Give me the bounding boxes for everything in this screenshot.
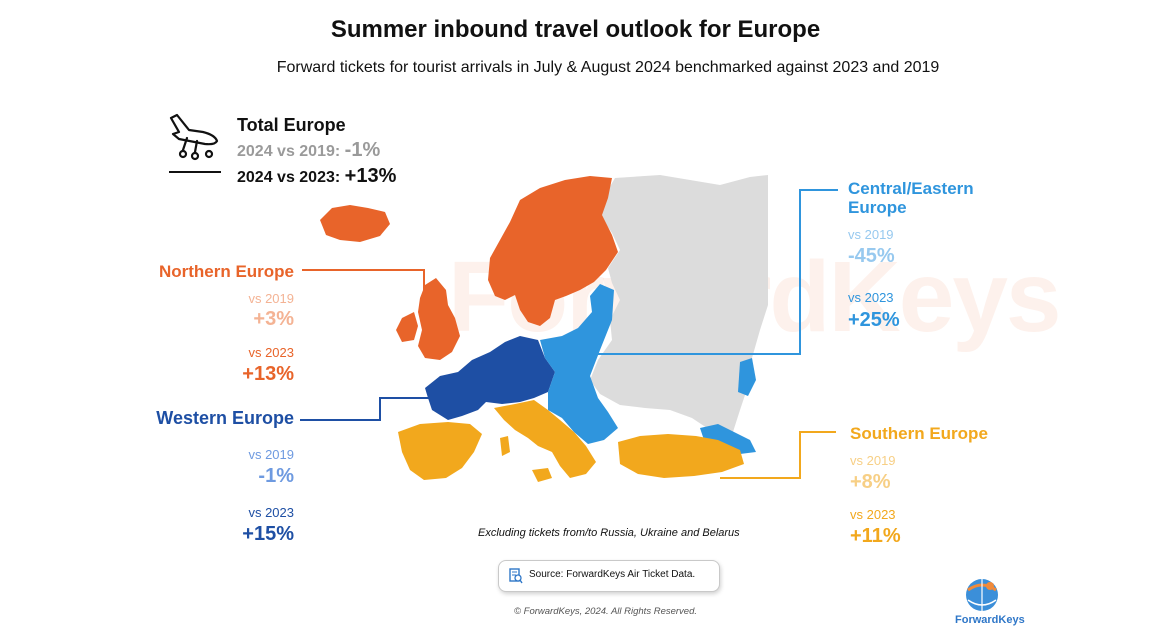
western-connector-line [300,397,430,421]
southern-europe-label: Southern Europe [850,424,988,443]
brand-logo-text: ForwardKeys [955,614,1025,626]
map-uk [418,278,460,360]
northern-vs2019-value: +3% [253,308,294,330]
central-vs2019-label: vs 2019 [848,227,894,242]
map-iceland [320,205,390,242]
page-subtitle: Forward tickets for tourist arrivals in … [276,59,940,76]
source-box: Source: ForwardKeys Air Ticket Data. [498,560,720,592]
southern-vs2019-label: vs 2019 [850,453,896,468]
western-vs2019-label: vs 2019 [248,447,294,462]
western-vs2023-value: +15% [242,523,294,545]
map-scandinavia [488,176,618,326]
total-vs2019-value: -1% [344,139,381,161]
map-turkey [618,434,744,478]
southern-vs2023-value: +11% [850,525,901,547]
northern-europe-label: Northern Europe [158,262,294,281]
map-cyprus-region [738,358,756,396]
southern-connector-line [720,431,836,479]
northern-connector-line [302,269,425,300]
total-vs2023-label: 2024 vs 2023: [237,169,345,186]
central-vs2023-value: +25% [848,309,900,331]
exclusion-note: Excluding tickets from/to Russia, Ukrain… [478,527,740,539]
total-vs2019-label: 2024 vs 2019: [237,143,345,160]
central-connector-line [598,189,838,355]
southern-vs2023-label: vs 2023 [850,507,896,522]
northern-vs2023-value: +13% [242,363,294,385]
total-vs2019: 2024 vs 2019: -1% [237,139,380,162]
map-italy-balkans [494,400,596,478]
map-excluded-region [590,175,768,435]
central-vs2023-label: vs 2023 [848,290,894,305]
western-vs2023-label: vs 2023 [248,505,294,520]
total-europe-title: Total Europe [237,115,346,135]
map-central-eastern [540,284,618,444]
northern-vs2019-label: vs 2019 [248,291,294,306]
page-title: Summer inbound travel outlook for Europe [330,16,821,43]
central-eastern-label-line1: Central/Eastern [848,179,974,198]
northern-vs2023-label: vs 2023 [248,345,294,360]
western-europe-label: Western Europe [156,408,294,428]
map-ireland [396,312,418,342]
central-vs2019-value: -45% [848,245,895,267]
document-search-icon [509,568,523,584]
western-vs2019-value: -1% [258,465,294,487]
central-eastern-label-line2: Europe [848,198,907,217]
map-sicily [532,468,552,482]
southern-vs2019-value: +8% [850,471,891,493]
plane-landing-icon [169,113,221,173]
total-vs2023: 2024 vs 2023: +13% [237,165,396,188]
forwardkeys-globe-icon [966,579,998,611]
map-western [425,336,555,420]
total-vs2023-value: +13% [344,165,397,187]
map-iberia [398,422,482,480]
map-sardinia [500,436,510,456]
copyright-text: © ForwardKeys, 2024. All Rights Reserved… [514,606,698,617]
map-caucasus [700,424,756,454]
source-text: Source: ForwardKeys Air Ticket Data. [529,569,696,580]
